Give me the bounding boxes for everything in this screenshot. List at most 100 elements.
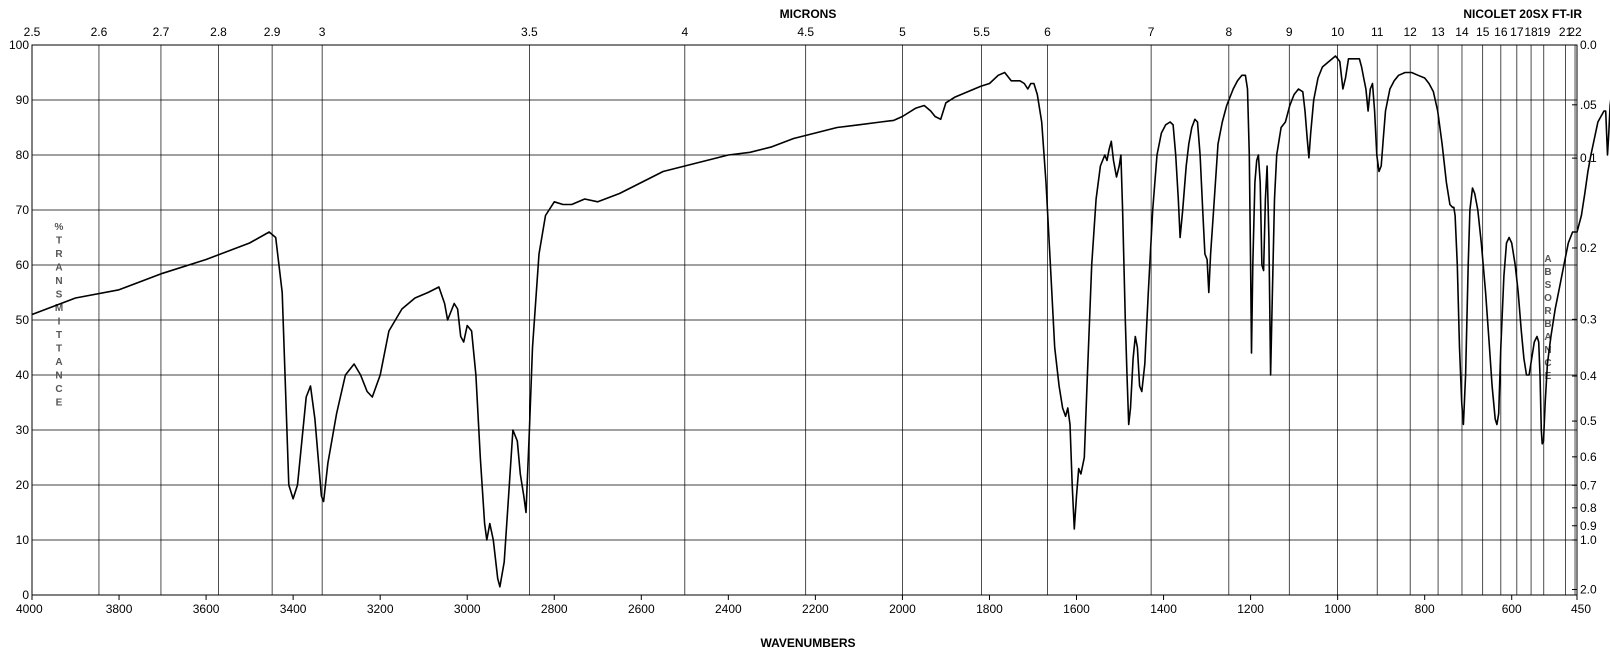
spectrum-line <box>31 55 1610 588</box>
micron-tick-label: 2.5 <box>24 25 41 39</box>
absorbance-axis-title-letter: B <box>1544 267 1551 278</box>
y-tick-label: 80 <box>16 148 30 162</box>
absorbance-tick-label: .05 <box>1580 98 1597 112</box>
y-axis-title-letter: R <box>55 249 63 260</box>
micron-tick-label: 8 <box>1225 25 1232 39</box>
y-tick-label: 0 <box>22 588 29 602</box>
micron-tick-label: 15 <box>1476 25 1490 39</box>
x-axis-title: WAVENUMBERS <box>760 636 855 650</box>
micron-tick-label: 5.5 <box>973 25 990 39</box>
x-tick-label: 1000 <box>1324 602 1351 616</box>
grid <box>31 44 1577 596</box>
absorbance-axis-title-letter: A <box>1544 254 1551 265</box>
absorbance-axis-title-letter: O <box>1544 293 1552 304</box>
micron-tick-label: 4.5 <box>797 25 814 39</box>
absorbance-axis-title-letter: A <box>1544 332 1551 343</box>
chart-title: MICRONS <box>780 7 837 21</box>
y-axis-title-letter: T <box>56 330 62 341</box>
x-tick-label: 1800 <box>976 602 1003 616</box>
absorbance-tick-label: 0.6 <box>1580 450 1597 464</box>
x-tick-label: 2800 <box>541 602 568 616</box>
x-tick-label: 3200 <box>367 602 394 616</box>
micron-tick-label: 11 <box>1371 25 1384 39</box>
micron-tick-label: 14 <box>1455 25 1469 39</box>
absorbance-tick-label: 2.0 <box>1580 583 1597 597</box>
absorbance-axis-title-letter: S <box>1545 280 1552 291</box>
micron-tick-label: 19 <box>1537 25 1551 39</box>
y-axis-title-letter: N <box>55 371 62 382</box>
x-tick-label: 450 <box>1571 602 1591 616</box>
absorbance-tick-label: 0.4 <box>1580 369 1597 383</box>
absorbance-axis-title-letter: B <box>1544 319 1551 330</box>
y-axis-title-letter: % <box>55 222 64 233</box>
y-tick-label: 90 <box>16 93 30 107</box>
x-tick-label: 3800 <box>106 602 133 616</box>
absorbance-axis-title-letter: E <box>1545 371 1552 382</box>
x-tick-label: 1600 <box>1063 602 1090 616</box>
micron-tick-label: 9 <box>1286 25 1293 39</box>
absorbance-tick-label: 0.8 <box>1580 501 1597 515</box>
absorbance-tick-label: 0.3 <box>1580 312 1597 326</box>
micron-tick-label: 21 <box>1559 25 1573 39</box>
micron-tick-label: 12 <box>1403 25 1417 39</box>
micron-tick-label: 13 <box>1431 25 1445 39</box>
y-tick-label: 40 <box>16 368 30 382</box>
x-tick-label: 2600 <box>628 602 655 616</box>
absorbance-tick-label: 0.1 <box>1580 151 1597 165</box>
x-tick-label: 600 <box>1502 602 1522 616</box>
y-axis-title-letter: M <box>55 303 63 314</box>
y-tick-label: 60 <box>16 258 30 272</box>
y-tick-label: 20 <box>16 478 30 492</box>
micron-tick-label: 17 <box>1510 25 1524 39</box>
instrument-label: NICOLET 20SX FT-IR <box>1463 7 1582 21</box>
y-axis-title-letter: C <box>55 384 62 395</box>
x-tick-label: 3600 <box>193 602 220 616</box>
y-axis-title-letter: A <box>55 263 62 274</box>
y-axis-title-letter: T <box>56 236 62 247</box>
micron-tick-label: 16 <box>1494 25 1508 39</box>
micron-tick-label: 2.6 <box>91 25 108 39</box>
x-tick-label: 4000 <box>16 602 43 616</box>
micron-tick-label: 2.9 <box>264 25 281 39</box>
absorbance-tick-label: 1.0 <box>1580 533 1597 547</box>
y-axis-title-letter: A <box>55 357 62 368</box>
absorbance-tick-label: 0.7 <box>1580 478 1597 492</box>
x-tick-label: 2200 <box>802 602 829 616</box>
y-tick-label: 10 <box>16 533 30 547</box>
y-axis-title-letter: T <box>56 344 62 355</box>
micron-tick-label: 2.8 <box>210 25 227 39</box>
micron-tick-label: 10 <box>1331 25 1345 39</box>
x-tick-label: 1200 <box>1237 602 1264 616</box>
micron-tick-label: 4 <box>681 25 688 39</box>
y-axis-title-letter: E <box>56 398 63 409</box>
absorbance-axis-title-letter: N <box>1544 345 1551 356</box>
y-axis-title-letter: N <box>55 276 62 287</box>
x-tick-label: 2000 <box>889 602 916 616</box>
absorbance-tick-label: 0.0 <box>1580 38 1597 52</box>
x-tick-label: 800 <box>1415 602 1435 616</box>
x-tick-label: 3000 <box>454 602 481 616</box>
y-tick-label: 100 <box>9 38 29 52</box>
micron-tick-label: 6 <box>1044 25 1051 39</box>
micron-tick-label: 3.5 <box>521 25 538 39</box>
micron-tick-label: 22 <box>1568 25 1582 39</box>
y-tick-label: 30 <box>16 423 30 437</box>
y-tick-label: 50 <box>16 313 30 327</box>
y-axis-title-letter: S <box>56 290 63 301</box>
x-tick-label: 1400 <box>1150 602 1177 616</box>
micron-tick-label: 2.7 <box>153 25 170 39</box>
micron-tick-label: 7 <box>1148 25 1155 39</box>
absorbance-tick-label: 0.2 <box>1580 241 1597 255</box>
y-tick-label: 70 <box>16 203 30 217</box>
plot-frame <box>31 44 1578 596</box>
absorbance-tick-label: 0.5 <box>1580 414 1597 428</box>
absorbance-axis-title-letter: R <box>1544 306 1552 317</box>
micron-tick-label: 18 <box>1524 25 1538 39</box>
x-tick-label: 3400 <box>280 602 307 616</box>
y-axis-title-letter: I <box>58 317 61 328</box>
micron-tick-label: 5 <box>899 25 906 39</box>
micron-tick-label: 3 <box>319 25 326 39</box>
x-tick-label: 2400 <box>715 602 742 616</box>
